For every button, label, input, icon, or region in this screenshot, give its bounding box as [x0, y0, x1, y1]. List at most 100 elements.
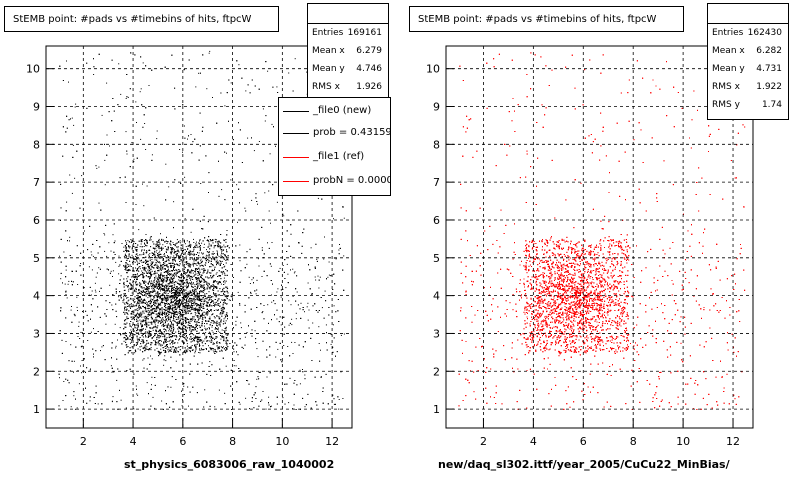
scatter-point — [202, 312, 204, 314]
scatter-point — [186, 284, 188, 286]
scatter-point — [165, 279, 167, 281]
scatter-point — [205, 335, 207, 337]
scatter-point — [120, 93, 122, 95]
scatter-point — [276, 318, 278, 320]
scatter-point — [81, 175, 83, 177]
scatter-point — [212, 322, 214, 324]
scatter-point — [133, 408, 135, 410]
scatter-point — [140, 88, 142, 90]
scatter-point — [189, 243, 191, 245]
scatter-point — [176, 322, 177, 324]
scatter-point — [147, 349, 149, 350]
scatter-point — [123, 299, 125, 301]
scatter-point — [145, 267, 147, 269]
scatter-point — [154, 296, 156, 298]
scatter-point — [307, 319, 309, 321]
scatter-point — [300, 302, 302, 304]
scatter-point — [230, 179, 232, 181]
scatter-point — [128, 299, 130, 301]
scatter-point — [63, 381, 65, 382]
scatter-point — [212, 276, 214, 278]
scatter-point — [195, 303, 197, 305]
scatter-point — [126, 278, 128, 280]
scatter-point — [194, 321, 196, 323]
scatter-point — [338, 408, 340, 410]
scatter-point — [176, 350, 178, 352]
scatter-point — [171, 251, 173, 253]
scatter-point — [195, 259, 196, 261]
scatter-point — [226, 343, 228, 344]
scatter-point — [76, 407, 78, 409]
scatter-point — [168, 268, 169, 270]
scatter-point — [106, 134, 108, 136]
scatter-point — [220, 338, 222, 340]
scatter-point — [156, 138, 158, 140]
scatter-point — [137, 244, 139, 246]
scatter-point — [157, 325, 159, 327]
scatter-point — [213, 316, 215, 318]
scatter-point — [126, 256, 128, 258]
scatter-point — [247, 380, 249, 382]
scatter-point — [136, 274, 138, 276]
scatter-point — [161, 340, 162, 342]
scatter-point — [178, 291, 180, 293]
scatter-point — [153, 281, 155, 283]
scatter-point — [59, 377, 60, 379]
scatter-point — [198, 345, 200, 347]
scatter-point — [164, 355, 166, 357]
scatter-point — [321, 307, 323, 309]
scatter-point — [139, 246, 141, 248]
scatter-point — [142, 183, 143, 185]
scatter-point — [270, 265, 272, 267]
scatter-point — [141, 294, 143, 296]
scatter-point — [161, 400, 163, 402]
scatter-point — [175, 274, 177, 276]
scatter-point — [90, 251, 92, 253]
scatter-point — [200, 258, 202, 260]
scatter-point — [146, 271, 148, 273]
scatter-point — [196, 337, 198, 339]
scatter-point — [177, 247, 179, 249]
scatter-point — [203, 243, 205, 245]
scatter-point — [168, 260, 170, 262]
scatter-point — [173, 323, 174, 325]
scatter-point — [139, 284, 140, 286]
scatter-point — [114, 240, 116, 242]
scatter-point — [173, 267, 175, 269]
scatter-point — [194, 284, 196, 286]
scatter-point — [165, 352, 167, 353]
scatter-point — [187, 327, 188, 329]
scatter-point — [165, 296, 167, 298]
scatter-point — [126, 335, 127, 337]
scatter-point — [73, 360, 75, 362]
scatter-point — [214, 348, 216, 350]
scatter-point — [104, 184, 106, 186]
scatter-point — [199, 271, 201, 273]
scatter-point — [98, 267, 100, 269]
scatter-point — [286, 263, 288, 265]
scatter-point — [210, 266, 212, 268]
scatter-point — [96, 167, 98, 169]
scatter-point — [161, 313, 163, 315]
scatter-point — [125, 98, 127, 99]
scatter-point — [168, 306, 170, 307]
scatter-point — [125, 131, 127, 133]
scatter-point — [134, 247, 136, 249]
scatter-point — [154, 324, 156, 326]
scatter-point — [165, 290, 167, 292]
scatter-point — [178, 251, 180, 253]
scatter-point — [128, 290, 130, 292]
scatter-point — [197, 277, 199, 278]
scatter-point — [179, 240, 181, 242]
scatter-point — [171, 270, 173, 271]
scatter-point — [204, 327, 206, 329]
scatter-point — [199, 297, 201, 299]
scatter-point — [140, 286, 142, 288]
scatter-point — [127, 313, 129, 315]
scatter-point — [135, 385, 137, 387]
scatter-point — [178, 311, 180, 313]
scatter-point — [76, 296, 78, 298]
scatter-point — [201, 252, 202, 254]
scatter-point — [150, 256, 152, 258]
scatter-point — [257, 356, 259, 358]
